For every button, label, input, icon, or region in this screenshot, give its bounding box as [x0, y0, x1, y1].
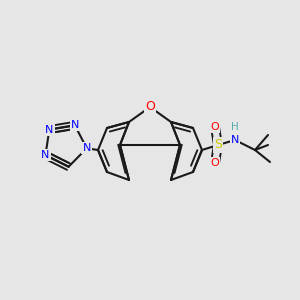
- Text: N: N: [82, 143, 91, 153]
- Text: N: N: [41, 150, 50, 160]
- Text: O: O: [211, 122, 219, 132]
- Text: N: N: [71, 120, 79, 130]
- Text: N: N: [231, 135, 239, 145]
- Text: S: S: [214, 139, 222, 152]
- Text: H: H: [231, 122, 239, 132]
- Text: N: N: [45, 124, 53, 134]
- Text: O: O: [145, 100, 155, 113]
- Text: O: O: [211, 158, 219, 168]
